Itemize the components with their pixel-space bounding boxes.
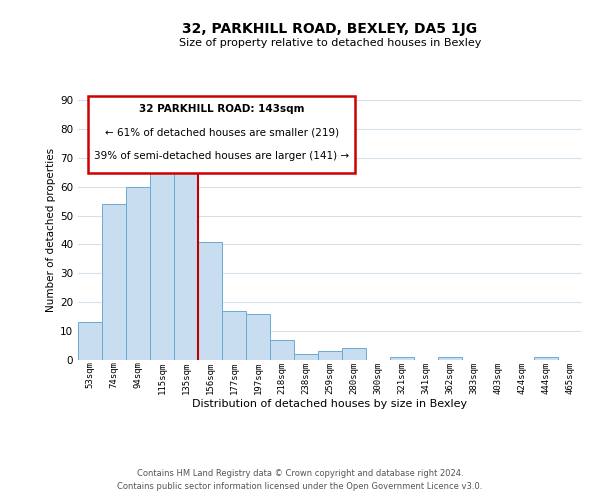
Text: 39% of semi-detached houses are larger (141) →: 39% of semi-detached houses are larger (… bbox=[94, 150, 349, 160]
Text: Contains public sector information licensed under the Open Government Licence v3: Contains public sector information licen… bbox=[118, 482, 482, 491]
Text: Size of property relative to detached houses in Bexley: Size of property relative to detached ho… bbox=[179, 38, 481, 48]
Bar bbox=[294, 354, 318, 360]
Bar bbox=[174, 160, 198, 360]
FancyBboxPatch shape bbox=[88, 96, 355, 173]
Bar bbox=[78, 322, 102, 360]
Bar bbox=[102, 204, 126, 360]
Bar bbox=[150, 144, 174, 360]
Bar bbox=[390, 357, 414, 360]
Y-axis label: Number of detached properties: Number of detached properties bbox=[46, 148, 56, 312]
Bar bbox=[534, 357, 558, 360]
Text: 32, PARKHILL ROAD, BEXLEY, DA5 1JG: 32, PARKHILL ROAD, BEXLEY, DA5 1JG bbox=[182, 22, 478, 36]
Text: 32 PARKHILL ROAD: 143sqm: 32 PARKHILL ROAD: 143sqm bbox=[139, 104, 304, 114]
Bar bbox=[438, 357, 462, 360]
Text: ← 61% of detached houses are smaller (219): ← 61% of detached houses are smaller (21… bbox=[104, 128, 339, 138]
Bar bbox=[318, 352, 342, 360]
Bar bbox=[342, 348, 366, 360]
Bar bbox=[270, 340, 294, 360]
Bar bbox=[222, 311, 246, 360]
Bar bbox=[246, 314, 270, 360]
Text: Contains HM Land Registry data © Crown copyright and database right 2024.: Contains HM Land Registry data © Crown c… bbox=[137, 468, 463, 477]
Bar bbox=[198, 242, 222, 360]
Bar bbox=[126, 186, 150, 360]
X-axis label: Distribution of detached houses by size in Bexley: Distribution of detached houses by size … bbox=[193, 399, 467, 409]
